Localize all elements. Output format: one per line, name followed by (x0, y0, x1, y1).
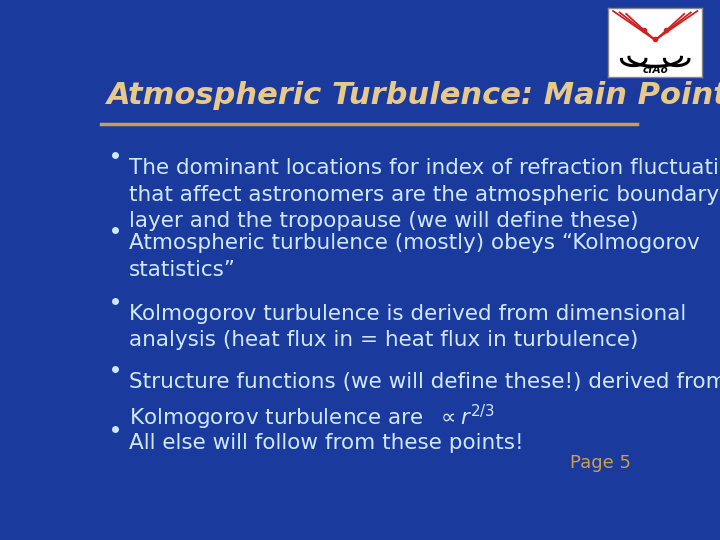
Text: Kolmogorov turbulence are  $\propto r^{2/3}$: Kolmogorov turbulence are $\propto r^{2/… (129, 402, 495, 431)
Text: Atmospheric turbulence (mostly) obeys “Kolmogorov
statistics”: Atmospheric turbulence (mostly) obeys “K… (129, 233, 700, 280)
Text: Page 5: Page 5 (570, 454, 631, 472)
Text: cfAo: cfAo (642, 65, 668, 76)
Text: All else will follow from these points!: All else will follow from these points! (129, 433, 523, 453)
Text: Atmospheric Turbulence: Main Points: Atmospheric Turbulence: Main Points (107, 82, 720, 111)
Text: Kolmogorov turbulence is derived from dimensional
analysis (heat flux in = heat : Kolmogorov turbulence is derived from di… (129, 304, 686, 350)
Text: Structure functions (we will define these!) derived from: Structure functions (we will define thes… (129, 373, 720, 393)
Text: The dominant locations for index of refraction fluctuations
that affect astronom: The dominant locations for index of refr… (129, 158, 720, 231)
